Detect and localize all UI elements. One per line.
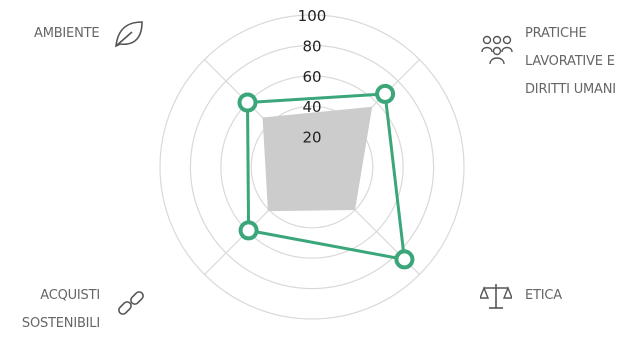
scales-icon	[480, 284, 512, 309]
grid-ring	[220, 75, 404, 259]
axis-label-acquisti: ACQUISTI SOSTENIBILI	[21, 288, 100, 331]
grid-ring	[250, 105, 374, 229]
baseline-polygon	[262, 106, 373, 212]
grid-ring	[189, 44, 435, 290]
tick-label: 20	[302, 129, 321, 147]
tick-label: 100	[298, 7, 327, 25]
axis-label-pratiche: PRATICHE LAVORATIVE E DIRITTI UMANI	[525, 26, 616, 97]
score-line	[237, 83, 415, 270]
tick-label: 80	[302, 37, 321, 55]
grid-ring	[159, 14, 465, 320]
radial-tick-labels: 20 40 60 80 100	[298, 7, 327, 147]
tick-label: 40	[302, 98, 321, 116]
radar-chart: 20 40 60 80 100	[159, 7, 465, 320]
score-marker	[237, 92, 258, 113]
baseline-area	[262, 106, 373, 212]
leaf-icon	[115, 21, 143, 48]
tick-label: 60	[302, 68, 321, 86]
score-marker	[375, 83, 396, 104]
axis-label-etica: ETICA	[525, 288, 562, 303]
axis-label-ambiente: AMBIENTE	[34, 26, 100, 41]
chain-link-icon	[118, 291, 144, 315]
score-marker	[238, 220, 259, 241]
people-icon	[481, 35, 513, 65]
score-marker	[394, 249, 415, 270]
